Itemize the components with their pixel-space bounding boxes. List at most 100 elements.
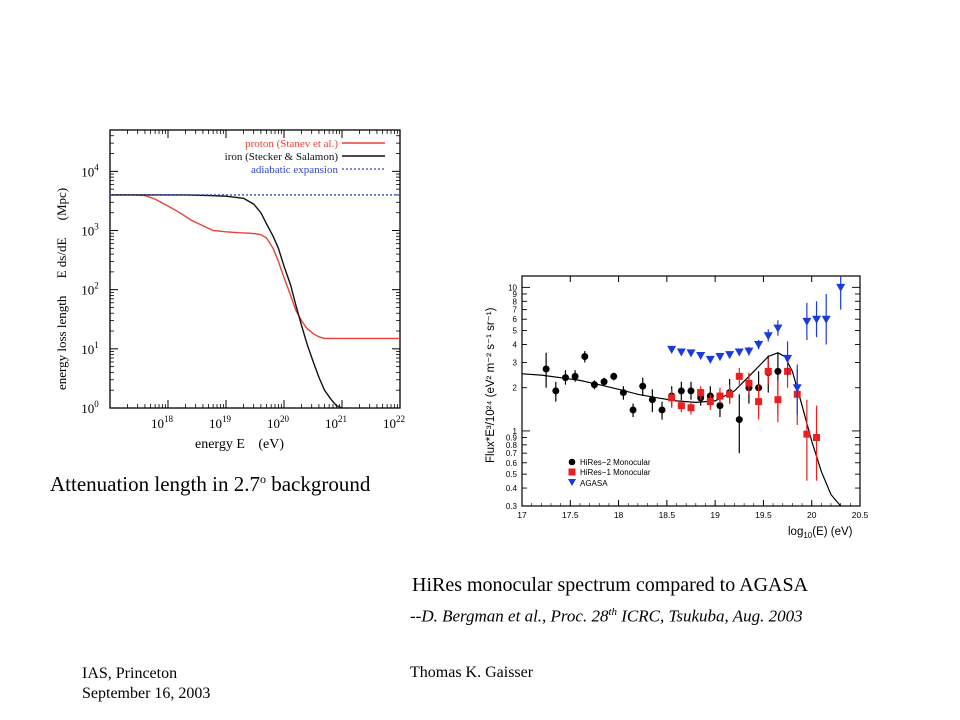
y-tick-label: 10 bbox=[508, 283, 517, 292]
hires1-point bbox=[735, 372, 743, 380]
footer-venue-date: IAS, Princeton September 16, 2003 bbox=[82, 664, 210, 704]
hires2-point bbox=[590, 381, 598, 389]
legend-label-proton: proton (Stanev et al.) bbox=[245, 138, 338, 150]
agasa-point bbox=[836, 283, 846, 292]
legend-label-iron: iron (Stecker & Salamon) bbox=[225, 151, 339, 163]
x-tick-label: 1018 bbox=[151, 414, 174, 431]
caption-attenuation: Attenuation length in 2.7o background bbox=[50, 472, 371, 496]
hires1-point bbox=[755, 398, 763, 406]
x-tick-label: 19.5 bbox=[755, 510, 772, 520]
hires2-point bbox=[561, 374, 569, 382]
energy-loss-x-axis-label: energy E (eV) bbox=[195, 437, 284, 452]
hires1-point bbox=[803, 430, 811, 438]
agasa-point bbox=[792, 384, 802, 393]
y-tick-label: 104 bbox=[81, 162, 99, 179]
agasa-point bbox=[773, 324, 783, 333]
y-tick-label: 102 bbox=[81, 281, 99, 298]
agasa-point bbox=[725, 351, 735, 360]
y-tick-label: 100 bbox=[81, 399, 99, 416]
proton-curve bbox=[110, 194, 400, 340]
spectrum-chart: 17 17.5 18 18.5 19 19.5 20 20.50.30.40.50.60.70… bbox=[485, 275, 869, 540]
spectrum-x-axis-label: log10(E) (eV) bbox=[788, 526, 853, 540]
x-tick-label: 19 bbox=[710, 510, 720, 520]
x-tick-label: 20.5 bbox=[852, 510, 869, 520]
spectrum-series bbox=[521, 276, 846, 507]
agasa-point bbox=[744, 347, 754, 356]
y-tick-label: 0.9 bbox=[506, 434, 518, 443]
hires2-point bbox=[600, 378, 608, 386]
agasa-point bbox=[734, 348, 744, 357]
legend-label-hires1: HiRes−1 Monocular bbox=[580, 468, 651, 477]
x-tick-label: 1019 bbox=[209, 414, 232, 431]
y-tick-label: 3 bbox=[513, 358, 518, 367]
x-tick-label: 1021 bbox=[325, 414, 347, 431]
y-tick-label: 7 bbox=[513, 306, 518, 315]
hires2-point bbox=[629, 406, 637, 414]
y-tick-label: 0.6 bbox=[506, 459, 518, 468]
y-label-mid: E ds/dE bbox=[54, 238, 69, 279]
hires1-point bbox=[697, 389, 705, 397]
y-tick-label: 0.5 bbox=[506, 470, 518, 479]
legend-marker-hires2 bbox=[568, 458, 576, 466]
hires1-point bbox=[668, 394, 676, 402]
hires1-point bbox=[687, 404, 695, 412]
y-tick-label: 5 bbox=[513, 327, 518, 336]
y-tick-label: 2 bbox=[513, 384, 518, 393]
agasa-point bbox=[686, 349, 696, 358]
x-tick-label: 20 bbox=[807, 510, 817, 520]
x-tick-label: 1022 bbox=[383, 414, 405, 431]
hires2-point bbox=[716, 402, 724, 410]
y-tick-label: 1 bbox=[513, 427, 518, 436]
agasa-point bbox=[705, 355, 715, 364]
energy-loss-y-axis-label: energy loss length E ds/dE (Mpc) bbox=[54, 188, 69, 390]
caption-hires-citation: --D. Bergman et al., Proc. 28th ICRC, Ts… bbox=[410, 606, 803, 626]
energy-loss-plot-frame bbox=[109, 129, 401, 409]
agasa-point bbox=[821, 315, 831, 324]
agasa-point bbox=[715, 352, 725, 361]
y-label-main: energy loss length bbox=[54, 295, 69, 390]
y-tick-label: 6 bbox=[513, 315, 518, 324]
spectrum-axis-ticks: 17 17.5 18 18.5 19 19.5 20 20.50.30.40.50.60.70… bbox=[506, 276, 869, 520]
hires2-point bbox=[619, 389, 627, 397]
y-label-unit: (Mpc) bbox=[54, 188, 69, 221]
svg-text:energy loss length E ds/: energy loss length E ds/dE (Mpc) bbox=[54, 188, 69, 390]
y-tick-label: 0.4 bbox=[506, 484, 518, 493]
hires2-point bbox=[774, 367, 782, 375]
hires2-point bbox=[735, 416, 743, 424]
hires2-point bbox=[552, 387, 560, 395]
footer-author: Thomas K. Gaisser bbox=[410, 664, 534, 681]
hires2-point bbox=[648, 396, 656, 404]
energy-loss-legend: proton (Stanev et al.) iron (Stecker & S… bbox=[225, 138, 385, 176]
hires1-point bbox=[706, 398, 714, 406]
hires2-point bbox=[581, 352, 589, 360]
agasa-point bbox=[812, 315, 822, 324]
y-tick-label: 101 bbox=[81, 340, 99, 357]
hires2-point bbox=[610, 372, 618, 380]
energy-loss-series bbox=[110, 194, 400, 409]
agasa-point bbox=[763, 332, 773, 341]
x-tick-label: 18.5 bbox=[659, 510, 676, 520]
hires1-point bbox=[813, 434, 821, 442]
y-tick-label: 4 bbox=[513, 340, 518, 349]
x-tick-label: 18 bbox=[614, 510, 624, 520]
y-tick-label: 103 bbox=[81, 222, 99, 239]
spectrum-legend: HiRes−2 Monocular HiRes−1 Monocular AGAS… bbox=[568, 458, 651, 488]
energy-loss-chart: 1018 1019 1020 1021 1022 100 101 102 103 104 prot… bbox=[54, 129, 405, 452]
x-tick-label: 17.5 bbox=[562, 510, 579, 520]
footer-date: September 16, 2003 bbox=[82, 685, 211, 702]
hires1-point bbox=[764, 367, 772, 375]
agasa-point bbox=[696, 352, 706, 361]
x-tick-label: 17 bbox=[517, 510, 527, 520]
agasa-point bbox=[802, 317, 812, 326]
x-tick-label: 1020 bbox=[267, 414, 290, 431]
agasa-point bbox=[667, 345, 677, 354]
hires1-point bbox=[716, 392, 724, 400]
y-tick-label: 9 bbox=[513, 290, 518, 299]
legend-label-hires2: HiRes−2 Monocular bbox=[580, 458, 651, 467]
hires2-point bbox=[571, 372, 579, 380]
hires1-point bbox=[745, 379, 753, 387]
caption-hires-title: HiRes monocular spectrum compared to AGA… bbox=[412, 574, 809, 596]
hires2-point bbox=[677, 387, 685, 395]
y-tick-label: 0.8 bbox=[506, 441, 518, 450]
y-tick-label: 8 bbox=[513, 297, 518, 306]
